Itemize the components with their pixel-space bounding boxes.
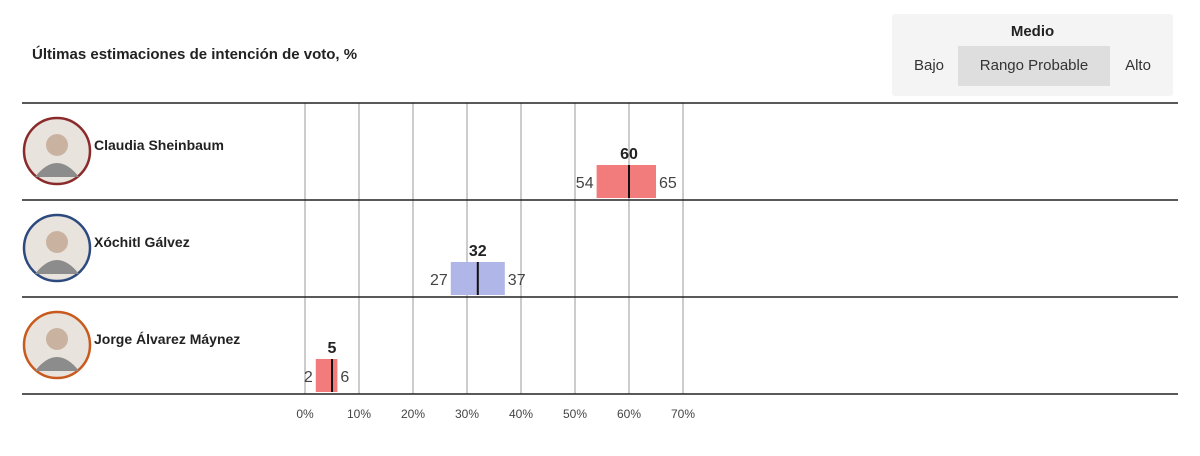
low-label: 54 [576,175,594,192]
x-tick-label: 30% [455,407,479,421]
x-tick-label: 50% [563,407,587,421]
median-label: 32 [469,243,487,260]
x-tick-label: 40% [509,407,533,421]
x-tick-label: 70% [671,407,695,421]
high-label: 65 [659,175,677,192]
avatar-head-icon [46,231,68,253]
option-rango-probable-button[interactable]: Rango Probable [958,46,1110,86]
candidate-name: Claudia Sheinbaum [94,137,224,153]
option-bajo-button[interactable]: Bajo [913,57,945,74]
high-label: 6 [340,369,349,386]
candidate-name: Jorge Álvarez Máynez [94,331,240,347]
x-tick-label: 0% [296,407,314,421]
candidate-name: Xóchitl Gálvez [94,234,190,250]
chart-title: Últimas estimaciones de intención de vot… [32,46,358,63]
avatar-body-icon [35,260,79,274]
x-tick-label: 20% [401,407,425,421]
avatar-body-icon [35,357,79,371]
avatar-body-icon [35,163,79,177]
median-label: 5 [328,340,337,357]
x-tick-label: 10% [347,407,371,421]
range-bar [315,359,338,392]
median-label: 60 [620,146,638,163]
avatar-head-icon [46,328,68,350]
x-tick-label: 60% [617,407,641,421]
option-alto-button[interactable]: Alto [1125,57,1151,74]
high-label: 37 [508,272,526,289]
range-bar [596,165,656,198]
scenario-toggle: Medio Bajo Rango Probable Alto [892,14,1173,96]
low-label: 27 [430,272,448,289]
avatar-head-icon [46,134,68,156]
scenario-heading: Medio [1010,23,1055,40]
low-label: 2 [304,369,313,386]
